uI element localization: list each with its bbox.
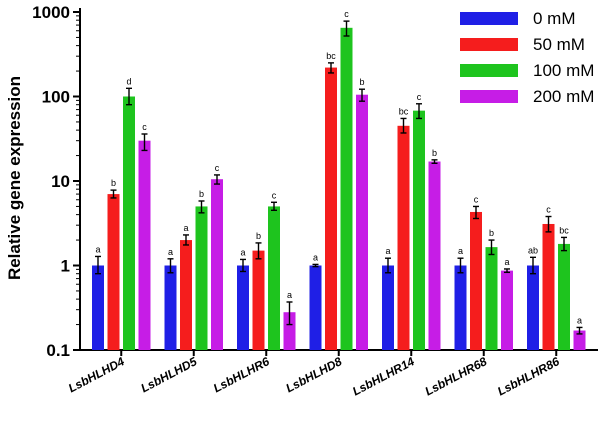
- x-tick-label: LsbHLHD4: [66, 354, 127, 395]
- x-tick-label: LsbHLHD8: [283, 354, 344, 395]
- significance-label: a: [287, 290, 292, 300]
- significance-label: c: [417, 92, 422, 102]
- significance-label: a: [504, 257, 509, 267]
- y-tick-label: 10: [51, 172, 70, 191]
- significance-label: b: [111, 178, 116, 188]
- legend-swatch: [460, 64, 518, 77]
- bar-group: a b d c: [92, 76, 151, 350]
- bar: [123, 96, 135, 350]
- plot-area: 0.11101001000abdcLsbHLHD4aabcLsbHLHD5abc…: [32, 3, 598, 399]
- significance-label: b: [489, 228, 494, 238]
- significance-label: c: [474, 194, 479, 204]
- y-tick-label: 0.1: [46, 341, 70, 360]
- bar: [356, 94, 368, 350]
- bar: [501, 270, 513, 350]
- bar-group: a bc c b: [309, 9, 368, 351]
- bar: [164, 265, 177, 350]
- legend-swatch: [460, 90, 518, 103]
- bar: [382, 265, 394, 350]
- significance-label: ab: [528, 245, 538, 255]
- bar: [92, 265, 104, 350]
- y-tick-label: 1000: [32, 3, 70, 22]
- significance-label: a: [313, 252, 318, 262]
- bar: [283, 312, 296, 350]
- significance-label: a: [458, 246, 463, 256]
- legend-label: 200 mM: [533, 87, 594, 106]
- significance-label: a: [240, 247, 245, 257]
- significance-label: b: [199, 189, 204, 199]
- significance-label: a: [385, 246, 390, 256]
- x-tick-label: LsbHLHR6: [211, 354, 272, 395]
- significance-label: d: [126, 76, 131, 86]
- bar-group: a b c a: [237, 190, 296, 350]
- legend-swatch: [460, 38, 518, 51]
- significance-label: bc: [559, 225, 569, 235]
- significance-label: a: [95, 244, 100, 254]
- bar: [428, 161, 441, 350]
- y-tick-label: 1: [61, 257, 70, 276]
- bar: [340, 27, 353, 351]
- significance-label: b: [256, 231, 261, 241]
- x-tick-label: LsbHLHD5: [138, 354, 199, 395]
- bar: [211, 179, 223, 350]
- significance-label: c: [344, 9, 349, 19]
- significance-label: a: [168, 247, 173, 257]
- bar: [180, 240, 192, 350]
- bar-group: a bcc b: [382, 92, 441, 350]
- bar: [527, 265, 539, 350]
- x-tick-label: LsbHLHR14: [350, 354, 417, 398]
- legend-label: 50 mM: [533, 35, 585, 54]
- bar: [268, 206, 280, 350]
- bar: [237, 265, 249, 350]
- significance-label: c: [546, 205, 551, 215]
- bar: [558, 243, 570, 350]
- bar: [309, 265, 322, 350]
- bar: [107, 194, 120, 350]
- bar-group: a a b c: [164, 163, 223, 350]
- significance-label: a: [577, 315, 582, 325]
- legend-label: 100 mM: [533, 61, 594, 80]
- significance-label: b: [432, 148, 437, 158]
- bar: [573, 330, 586, 350]
- legend-label: 0 mM: [533, 9, 576, 28]
- y-tick-label: 100: [42, 88, 70, 107]
- bar: [454, 265, 467, 350]
- significance-label: c: [142, 122, 147, 132]
- significance-label: c: [215, 163, 220, 173]
- bar: [413, 110, 425, 350]
- significance-label: bc: [399, 106, 409, 116]
- y-axis-label: Relative gene expression: [5, 76, 24, 280]
- x-tick-label: LsbHLHR68: [423, 354, 490, 398]
- legend-swatch: [460, 12, 518, 25]
- bar: [397, 125, 410, 350]
- bar: [470, 211, 482, 350]
- x-tick-label: LsbHLHR86: [495, 354, 562, 398]
- significance-label: a: [183, 223, 188, 233]
- significance-label: c: [272, 190, 277, 200]
- bar: [485, 247, 498, 350]
- bar: [252, 250, 265, 350]
- significance-label: bc: [326, 51, 336, 61]
- bar: [138, 140, 151, 350]
- bar-group: a c b a: [454, 194, 513, 350]
- legend: 0 mM 50 mM 100 mM 200 mM: [460, 9, 594, 106]
- significance-label: b: [359, 77, 364, 87]
- bar: [195, 206, 208, 350]
- bar-group: ab cbc a: [527, 205, 586, 350]
- bar: [325, 67, 337, 351]
- bar: [542, 223, 555, 350]
